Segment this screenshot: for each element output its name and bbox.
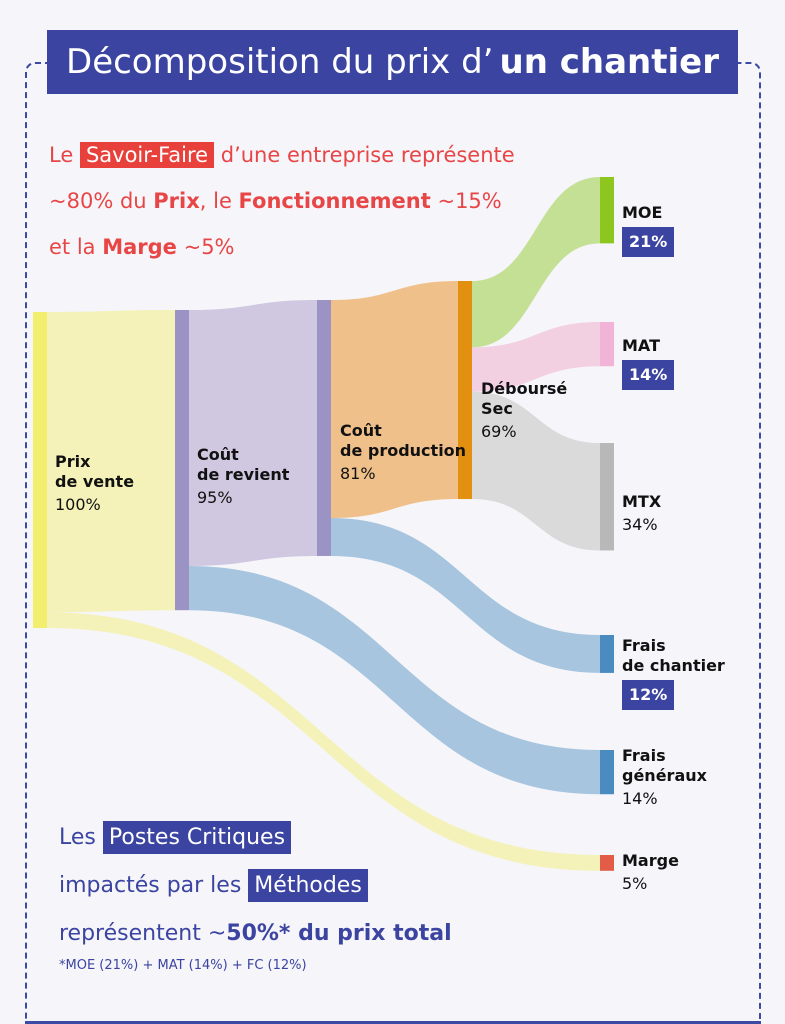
footer-line-1: Les Postes Critiques bbox=[59, 814, 452, 862]
node-label-prix: Prix de vente 100% bbox=[55, 452, 135, 514]
intro-line-3: et la Marge ~5% bbox=[49, 235, 235, 259]
node-bar-debourse bbox=[458, 281, 472, 500]
node-bar-prix bbox=[33, 312, 47, 628]
frais-chantier-pct-badge: 12% bbox=[622, 680, 675, 710]
flow-prix-to-revient bbox=[47, 310, 175, 613]
node-bar-revient bbox=[175, 310, 189, 611]
node-bar-moe bbox=[600, 177, 614, 244]
node-bar-prod bbox=[317, 300, 331, 556]
node-bar-mtx bbox=[600, 443, 614, 551]
footnote: *MOE (21%) + MAT (14%) + FC (12%) bbox=[59, 958, 307, 973]
node-label-moe: MOE 21% bbox=[622, 203, 675, 257]
node-bar-frais_gen bbox=[600, 750, 614, 795]
intro-line-1: Le Savoir-Faire d’une entreprise représe… bbox=[49, 142, 515, 168]
page-title: Décomposition du prix d’ un chantier bbox=[47, 30, 738, 94]
flow-prod-to-frais_ch bbox=[331, 518, 600, 673]
node-label-frais-generaux: Frais généraux 14% bbox=[622, 746, 707, 808]
intro-line-2: ~80% du Prix, le Fonctionnement ~15% bbox=[49, 189, 502, 213]
flow-debourse-to-mtx bbox=[472, 391, 600, 551]
bottom-line bbox=[25, 1021, 761, 1024]
flow-debourse-to-moe bbox=[472, 177, 600, 348]
footer-line-3: représentent ~50%* du prix total bbox=[59, 921, 452, 946]
savoir-faire-highlight: Savoir-Faire bbox=[79, 142, 215, 168]
flow-prod-to-debourse bbox=[331, 281, 458, 519]
sankey-bars bbox=[33, 177, 614, 871]
flow-revient-to-prod bbox=[189, 300, 317, 566]
node-label-mat: MAT 14% bbox=[622, 336, 675, 390]
node-label-prod: Coût de production 81% bbox=[340, 421, 467, 483]
flow-debourse-to-mat bbox=[472, 322, 600, 392]
node-label-marge: Marge 5% bbox=[622, 851, 679, 893]
mat-pct-badge: 14% bbox=[622, 360, 675, 390]
node-label-debourse: Déboursé Sec 69% bbox=[481, 379, 568, 441]
node-label-revient: Coût de revient 95% bbox=[197, 445, 290, 507]
footer-line-2: impactés par les Méthodes bbox=[59, 862, 452, 910]
node-label-frais-chantier: Frais de chantier 12% bbox=[622, 636, 725, 710]
methodes-highlight: Méthodes bbox=[248, 869, 368, 902]
node-bar-marge bbox=[600, 855, 614, 871]
node-bar-frais_ch bbox=[600, 635, 614, 673]
node-label-mtx: MTX 34% bbox=[622, 492, 662, 534]
node-bar-mat bbox=[600, 322, 614, 367]
moe-pct-badge: 21% bbox=[622, 227, 675, 257]
postes-critiques-highlight: Postes Critiques bbox=[102, 821, 292, 854]
flow-prix-to-marge bbox=[47, 612, 600, 871]
flow-revient-to-frais_gen bbox=[189, 565, 600, 795]
intro-text: Le Savoir-Faire d’une entreprise représe… bbox=[49, 132, 515, 270]
footer-text: Les Postes Critiques impactés par les Mé… bbox=[59, 814, 452, 958]
sankey-bands bbox=[47, 177, 600, 871]
